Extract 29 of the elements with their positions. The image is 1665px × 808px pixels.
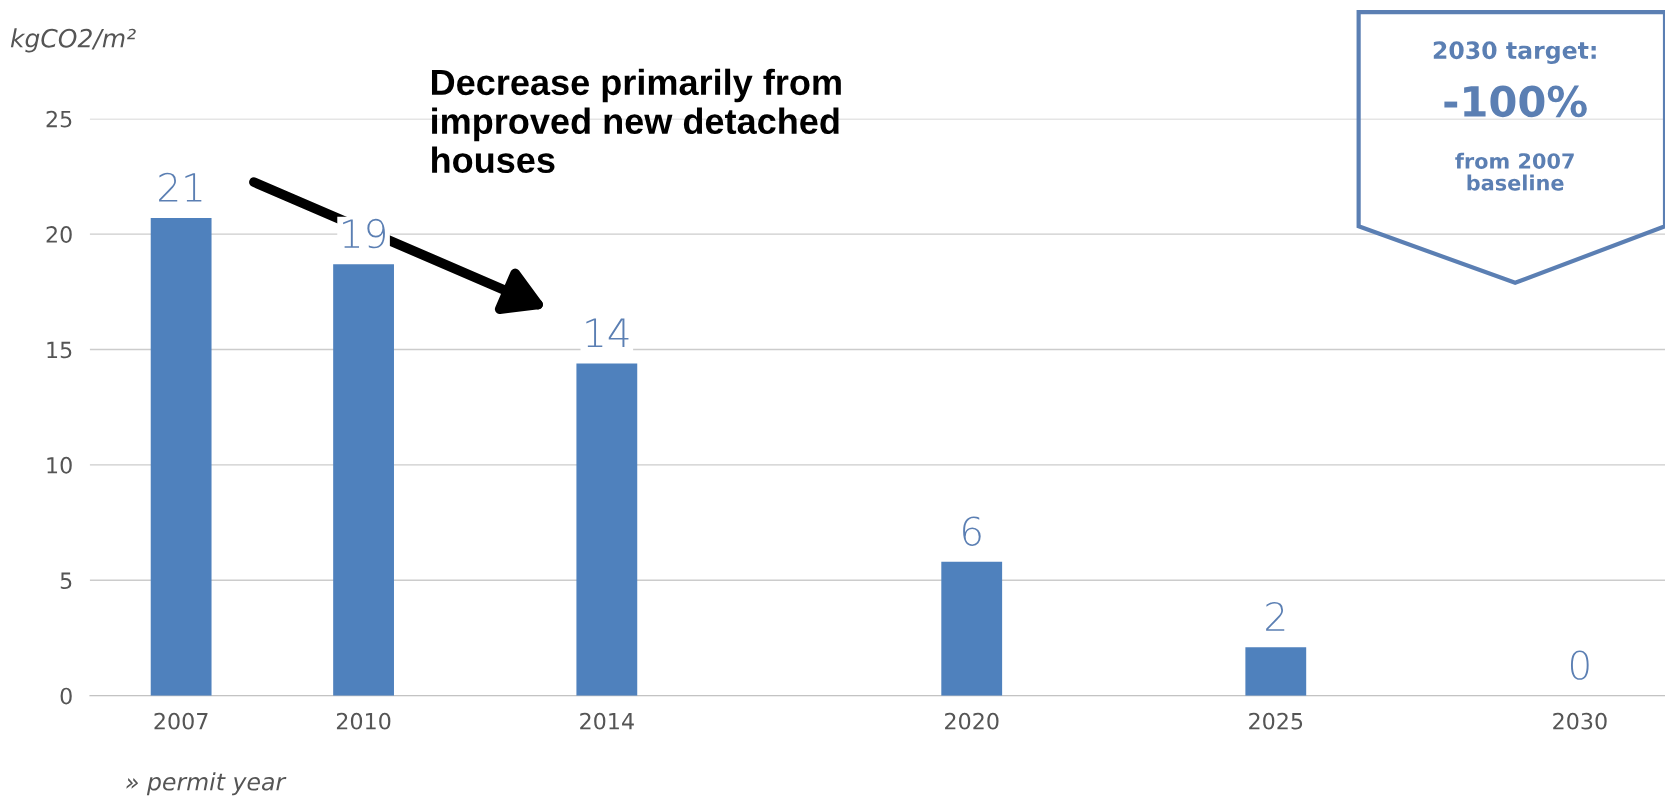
- x-tick-label: 2020: [945, 712, 999, 730]
- x-tick-label: 2007: [154, 712, 208, 730]
- bar: [941, 561, 1003, 696]
- data-label: 21: [159, 172, 202, 202]
- y-tick-label: 0: [60, 687, 72, 705]
- annotation: Decrease primarily from improved new detached houses: [431, 68, 841, 173]
- x-tick-label: 2014: [580, 712, 634, 730]
- bar: [150, 218, 212, 696]
- y-tick-label: 5: [60, 572, 72, 590]
- x-tick-label: 2030: [1553, 712, 1607, 730]
- y-axis-title: kgCO2/m²: [10, 28, 136, 53]
- data-label: 2: [1266, 601, 1285, 631]
- y-tick-label: 20: [46, 226, 72, 243]
- y-tick-label: 25: [46, 110, 72, 128]
- annotation: from 2007 baseline: [1455, 152, 1574, 191]
- x-tick-label: 2025: [1249, 712, 1303, 730]
- x-tick-label: 2010: [336, 712, 391, 730]
- bar: [1245, 647, 1307, 696]
- y-tick-label: 10: [47, 456, 72, 474]
- bar: [333, 264, 394, 696]
- data-label: 0: [1570, 650, 1589, 680]
- text: 2030 target:: [1433, 41, 1596, 64]
- data-label: 14: [586, 318, 629, 347]
- y-tick-label: 15: [47, 341, 72, 359]
- x-axis-title: » permit year: [126, 772, 287, 796]
- bar: [576, 363, 638, 696]
- data-label: 6: [963, 516, 981, 546]
- text: -100%: [1444, 85, 1587, 118]
- data-label: 19: [343, 218, 385, 249]
